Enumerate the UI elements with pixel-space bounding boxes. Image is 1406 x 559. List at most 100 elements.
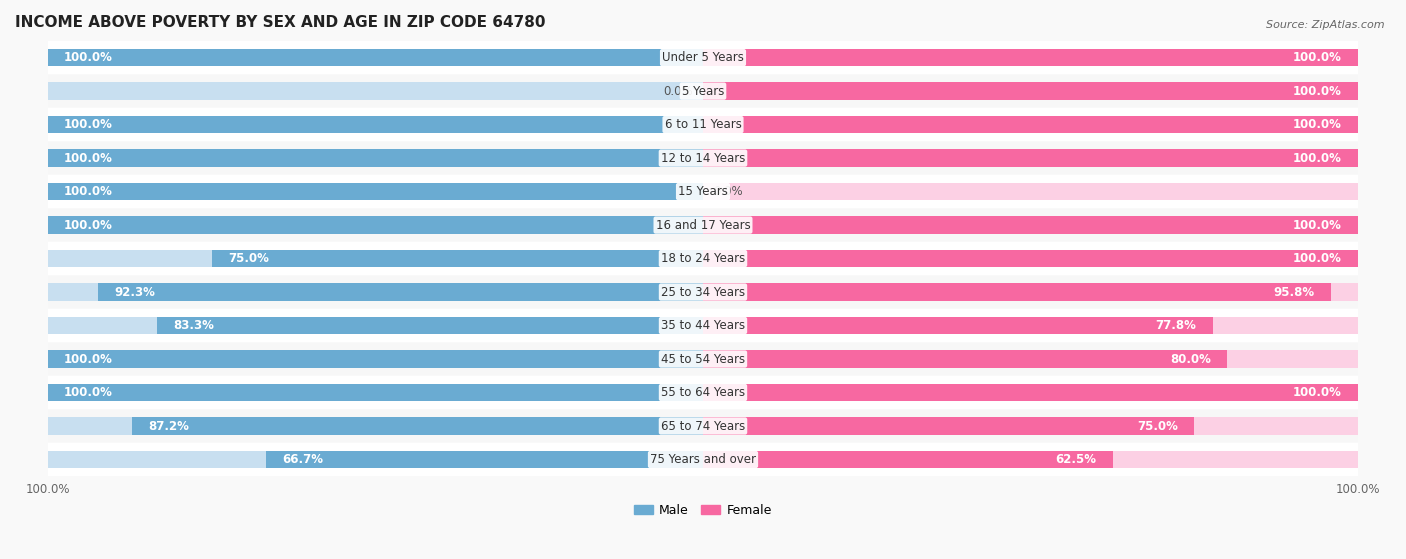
Bar: [48, 149, 703, 167]
Text: 25 to 34 Years: 25 to 34 Years: [661, 286, 745, 299]
Text: 65 to 74 Years: 65 to 74 Years: [661, 419, 745, 433]
Text: 100.0%: 100.0%: [65, 353, 112, 366]
Bar: [48, 108, 703, 141]
Bar: [48, 309, 703, 342]
Bar: [132, 418, 703, 435]
Bar: [48, 149, 703, 167]
Text: 80.0%: 80.0%: [1170, 353, 1211, 366]
Bar: [703, 283, 1330, 301]
Bar: [703, 49, 1358, 67]
Text: 83.3%: 83.3%: [173, 319, 215, 332]
Bar: [48, 75, 703, 107]
Bar: [703, 376, 1358, 409]
Bar: [98, 283, 703, 301]
Bar: [703, 41, 1358, 74]
Bar: [703, 82, 1358, 100]
Bar: [703, 82, 1358, 100]
Text: 95.8%: 95.8%: [1274, 286, 1315, 299]
Bar: [703, 343, 1358, 375]
Bar: [703, 250, 1358, 267]
Bar: [703, 142, 1358, 174]
Bar: [703, 49, 1358, 67]
Bar: [703, 276, 1358, 309]
Bar: [48, 350, 703, 368]
Bar: [48, 116, 703, 133]
Bar: [703, 216, 1358, 234]
Bar: [703, 350, 1227, 368]
Bar: [48, 183, 703, 200]
Text: 18 to 24 Years: 18 to 24 Years: [661, 252, 745, 265]
Text: 75.0%: 75.0%: [228, 252, 269, 265]
Text: 15 Years: 15 Years: [678, 185, 728, 198]
Text: 92.3%: 92.3%: [115, 286, 156, 299]
Bar: [703, 418, 1358, 435]
Bar: [48, 451, 703, 468]
Bar: [703, 317, 1213, 334]
Text: 100.0%: 100.0%: [65, 386, 112, 399]
Bar: [48, 283, 703, 301]
Text: INCOME ABOVE POVERTY BY SEX AND AGE IN ZIP CODE 64780: INCOME ABOVE POVERTY BY SEX AND AGE IN Z…: [15, 15, 546, 30]
Text: 55 to 64 Years: 55 to 64 Years: [661, 386, 745, 399]
Bar: [48, 418, 703, 435]
Text: 100.0%: 100.0%: [1294, 252, 1341, 265]
Bar: [703, 250, 1358, 267]
Text: 100.0%: 100.0%: [65, 185, 112, 198]
Bar: [703, 176, 1358, 208]
Bar: [703, 451, 1112, 468]
Text: 100.0%: 100.0%: [1294, 386, 1341, 399]
Text: 0.0%: 0.0%: [713, 185, 742, 198]
Bar: [48, 209, 703, 241]
Bar: [703, 410, 1358, 442]
Text: 35 to 44 Years: 35 to 44 Years: [661, 319, 745, 332]
Bar: [48, 376, 703, 409]
Bar: [48, 410, 703, 442]
Bar: [48, 317, 703, 334]
Text: 45 to 54 Years: 45 to 54 Years: [661, 353, 745, 366]
Text: 100.0%: 100.0%: [65, 118, 112, 131]
Bar: [703, 75, 1358, 107]
Text: 100.0%: 100.0%: [65, 151, 112, 164]
Text: 75.0%: 75.0%: [1137, 419, 1178, 433]
Bar: [703, 451, 1358, 468]
Legend: Male, Female: Male, Female: [630, 499, 776, 522]
Bar: [48, 41, 703, 74]
Bar: [48, 142, 703, 174]
Bar: [48, 384, 703, 401]
Text: 12 to 14 Years: 12 to 14 Years: [661, 151, 745, 164]
Bar: [703, 216, 1358, 234]
Bar: [48, 384, 703, 401]
Bar: [703, 149, 1358, 167]
Bar: [48, 242, 703, 275]
Text: 62.5%: 62.5%: [1054, 453, 1097, 466]
Text: 100.0%: 100.0%: [65, 219, 112, 231]
Text: 100.0%: 100.0%: [1294, 151, 1341, 164]
Bar: [48, 343, 703, 375]
Bar: [703, 384, 1358, 401]
Bar: [703, 149, 1358, 167]
Bar: [703, 443, 1358, 476]
Bar: [48, 216, 703, 234]
Text: Under 5 Years: Under 5 Years: [662, 51, 744, 64]
Text: 16 and 17 Years: 16 and 17 Years: [655, 219, 751, 231]
Bar: [48, 250, 703, 267]
Bar: [703, 242, 1358, 275]
Text: 100.0%: 100.0%: [1294, 51, 1341, 64]
Bar: [48, 183, 703, 200]
Text: 100.0%: 100.0%: [1294, 84, 1341, 98]
Text: 77.8%: 77.8%: [1156, 319, 1197, 332]
Bar: [48, 276, 703, 309]
Text: Source: ZipAtlas.com: Source: ZipAtlas.com: [1267, 20, 1385, 30]
Text: 100.0%: 100.0%: [1294, 219, 1341, 231]
Bar: [703, 108, 1358, 141]
Bar: [48, 116, 703, 133]
Text: 5 Years: 5 Years: [682, 84, 724, 98]
Bar: [48, 350, 703, 368]
Text: 100.0%: 100.0%: [1294, 118, 1341, 131]
Bar: [703, 116, 1358, 133]
Bar: [703, 283, 1358, 301]
Text: 6 to 11 Years: 6 to 11 Years: [665, 118, 741, 131]
Bar: [266, 451, 703, 468]
Bar: [703, 350, 1358, 368]
Bar: [157, 317, 703, 334]
Bar: [48, 216, 703, 234]
